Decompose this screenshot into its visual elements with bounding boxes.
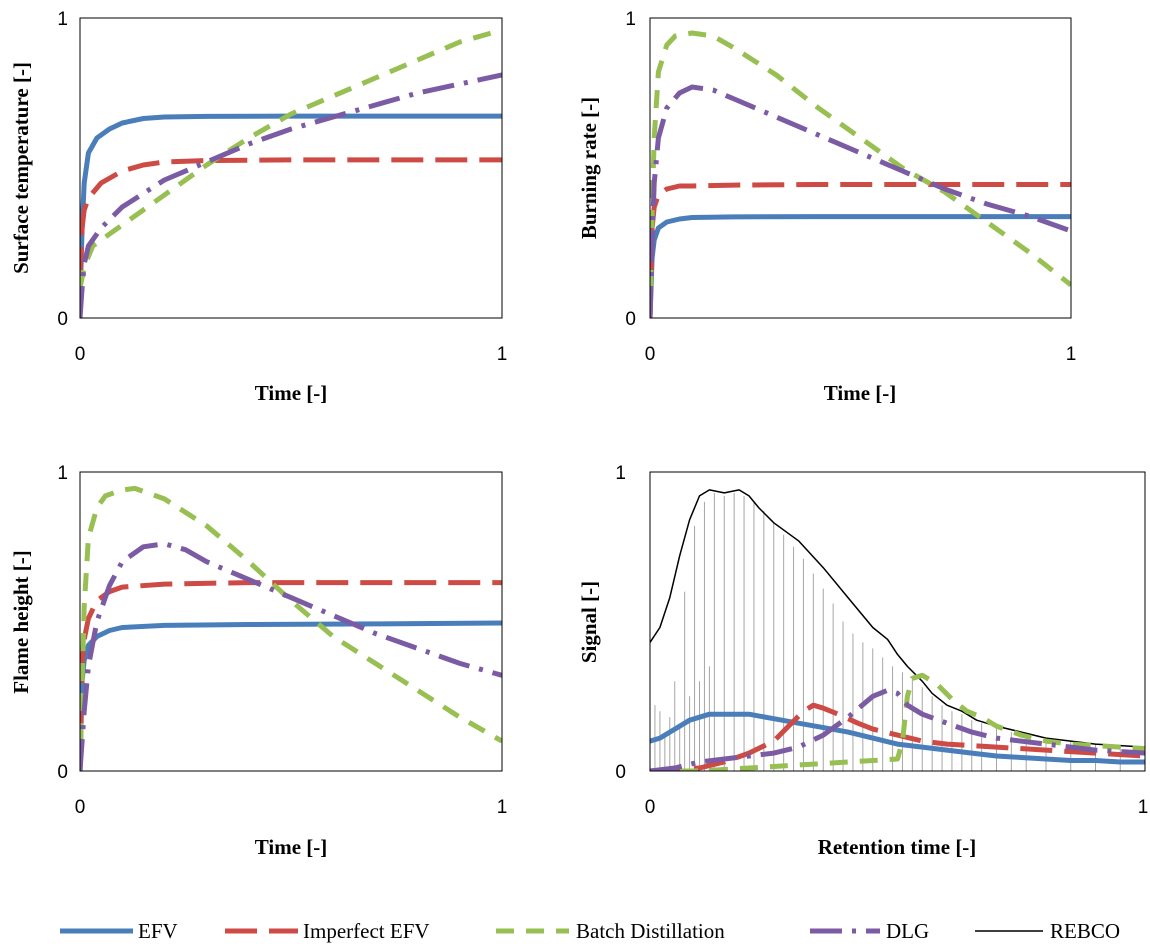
series-line-dlg <box>650 84 1071 318</box>
series-layer <box>650 489 1145 771</box>
x-tick-left: 0 <box>645 344 656 365</box>
series-line-rebco <box>650 489 1145 748</box>
x-tick-left: 0 <box>645 797 656 818</box>
series-line-batch-distillation <box>650 672 1145 771</box>
panel-burning-rate: 1 0 0 1 Time [-] Burning rate [-] <box>577 9 1076 405</box>
legend-label: Imperfect EFV <box>303 919 430 943</box>
x-axis-label: Time [-] <box>255 835 328 859</box>
series-line-efv <box>650 214 1071 318</box>
series-line-imperfect-efv <box>80 157 502 280</box>
y-axis-label: Burning rate [-] <box>577 97 601 239</box>
series-layer <box>80 27 502 318</box>
series-line-dlg <box>80 72 502 318</box>
legend-label: EFV <box>138 919 178 943</box>
plot-frame <box>79 17 503 319</box>
series-line-imperfect-efv <box>650 182 1071 318</box>
y-tick-bottom: 0 <box>615 762 626 783</box>
x-axis-label: Retention time [-] <box>818 835 977 859</box>
plot-frame <box>649 471 1146 772</box>
y-tick-bottom: 0 <box>57 762 68 783</box>
legend-item-efv: EFV <box>60 919 178 943</box>
x-axis-label: Time [-] <box>255 381 328 405</box>
x-tick-right: 1 <box>1066 344 1077 365</box>
y-tick-top: 1 <box>625 9 636 30</box>
plot-frame <box>79 471 503 772</box>
y-tick-top: 1 <box>57 9 68 30</box>
series-line-dlg <box>80 541 502 771</box>
x-axis-label: Time [-] <box>824 381 897 405</box>
y-axis-label: Flame height [-] <box>9 550 33 693</box>
legend-item-imperfect-efv: Imperfect EFV <box>225 919 430 943</box>
y-axis-label: Signal [-] <box>577 581 601 663</box>
series-line-efv <box>80 620 502 771</box>
series-line-imperfect-efv <box>80 580 502 771</box>
panel-surface-temperature: 1 0 0 1 Time [-] Surface temperature [-] <box>9 9 507 405</box>
legend-label: REBCO <box>1050 919 1120 943</box>
y-tick-top: 1 <box>615 463 626 484</box>
series-line-imperfect-efv <box>650 702 1145 771</box>
series-layer <box>650 30 1071 318</box>
legend-label: Batch Distillation <box>576 919 725 943</box>
series-line-batch-distillation <box>80 485 502 771</box>
legend-item-batch-distillation: Batch Distillation <box>496 919 725 943</box>
legend-item-rebco: REBCO <box>975 919 1120 943</box>
x-tick-right: 1 <box>497 797 508 818</box>
series-line-efv <box>650 711 1145 765</box>
x-tick-left: 0 <box>75 344 86 365</box>
legend: EFV Imperfect EFV Batch Distillation DLG… <box>60 919 1120 943</box>
series-line-batch-distillation <box>80 27 502 289</box>
y-axis-label: Surface temperature [-] <box>9 62 33 274</box>
series-line-batch-distillation <box>650 30 1071 318</box>
legend-item-dlg: DLG <box>810 919 929 943</box>
plot-frame <box>649 17 1072 319</box>
y-tick-bottom: 0 <box>625 309 636 330</box>
x-tick-right: 1 <box>1138 797 1149 818</box>
series-layer <box>80 485 502 771</box>
x-tick-right: 1 <box>497 344 508 365</box>
y-tick-top: 1 <box>57 463 68 484</box>
y-tick-bottom: 0 <box>57 309 68 330</box>
x-tick-left: 0 <box>75 797 86 818</box>
series-line-dlg <box>650 687 1145 771</box>
panel-flame-height: 1 0 0 1 Time [-] Flame height [-] <box>9 463 507 859</box>
panel-signal: 1 0 0 1 Retention time [-] Signal [-] <box>577 463 1148 859</box>
legend-label: DLG <box>886 919 929 943</box>
